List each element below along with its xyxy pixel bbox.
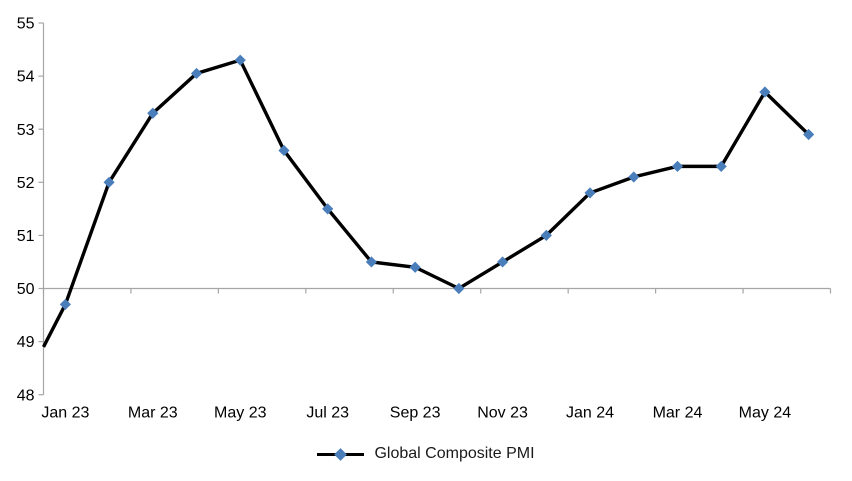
data-point-marker — [715, 160, 727, 172]
data-point-marker — [322, 203, 334, 215]
data-point-marker — [278, 144, 290, 157]
data-point-marker — [103, 176, 115, 188]
y-axis-label: 51 — [17, 228, 35, 245]
series-line — [41, 58, 810, 348]
data-point-marker — [671, 160, 684, 172]
data-point-marker — [59, 298, 71, 311]
legend: Global Composite PMI — [0, 437, 852, 471]
data-point-marker — [496, 256, 509, 268]
data-point-marker — [759, 86, 771, 98]
y-axis-label: 53 — [17, 122, 35, 139]
data-point-marker — [365, 256, 378, 268]
data-point-marker — [584, 187, 596, 199]
x-axis-label: Sep 23 — [390, 405, 441, 422]
x-axis-label: May 23 — [214, 405, 267, 422]
x-axis-label: Nov 23 — [477, 405, 528, 422]
data-point-marker — [190, 67, 203, 80]
data-point-marker — [409, 261, 421, 273]
x-axis-label: Jan 23 — [41, 405, 89, 422]
data-point-marker — [628, 171, 640, 183]
data-point-marker — [540, 229, 552, 241]
y-axis-label: 48 — [17, 387, 35, 404]
x-axis-label: Mar 24 — [653, 405, 703, 422]
legend-label: Global Composite PMI — [374, 445, 535, 462]
chart-plot-area: 48 49 50 51 52 53 54 55 Jan 23 Mar 23 May 23 Jul 23… — [17, 16, 832, 422]
y-axis-label: 55 — [17, 16, 35, 33]
x-axis-label: Jan 24 — [566, 405, 614, 422]
y-axis-label: 50 — [17, 281, 35, 298]
data-point-marker — [453, 282, 465, 295]
x-axis-label: May 24 — [739, 405, 792, 422]
x-axis-label: Jul 23 — [306, 405, 349, 422]
legend-key — [317, 448, 365, 461]
y-axis-label: 54 — [17, 69, 35, 86]
x-axis-label: Mar 23 — [128, 405, 178, 422]
legend-diamond-marker-icon — [334, 448, 348, 461]
y-axis-label: 49 — [17, 334, 35, 351]
data-point-marker — [803, 128, 815, 141]
data-point-marker — [147, 107, 159, 119]
data-point-marker — [234, 54, 246, 66]
y-axis-label: 52 — [17, 175, 35, 192]
